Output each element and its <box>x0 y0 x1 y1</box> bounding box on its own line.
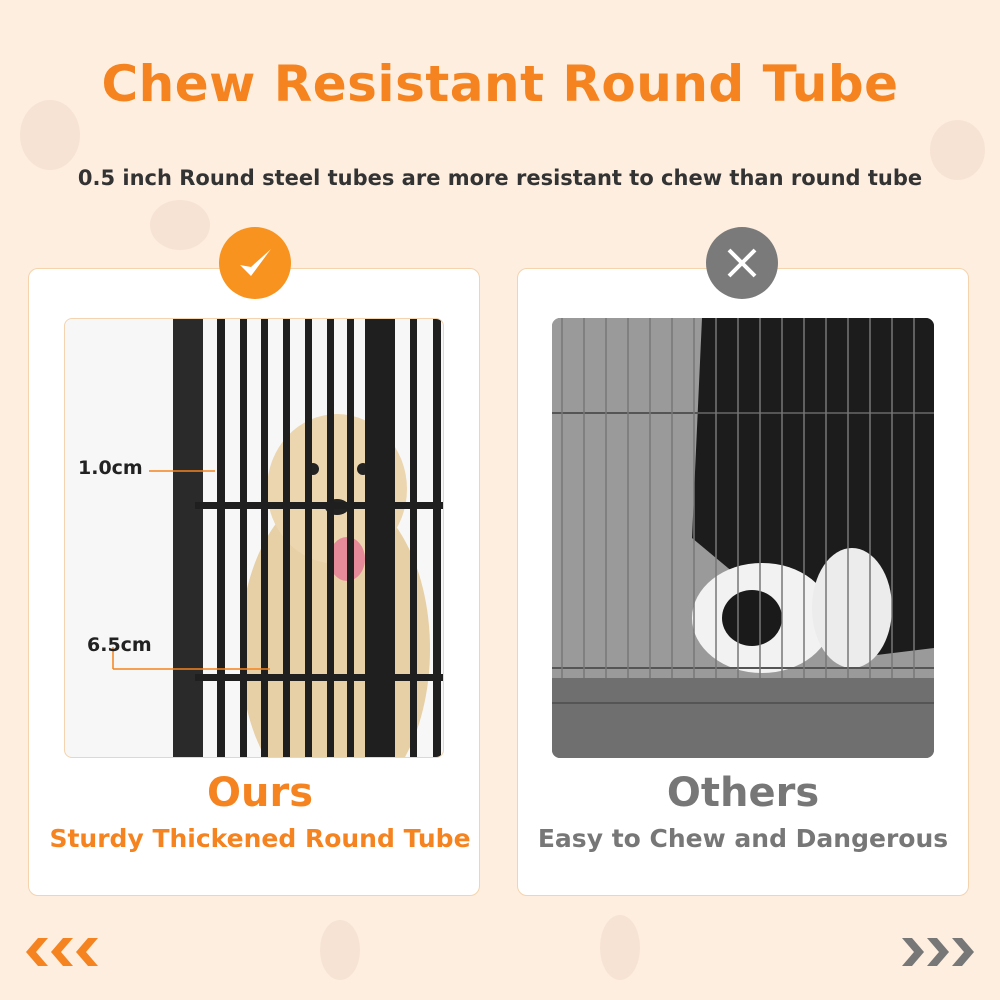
measure-label-bottom: 6.5cm <box>87 634 152 656</box>
others-title: Others <box>666 770 820 816</box>
checkmark-icon <box>219 227 291 299</box>
paw-print-decoration <box>150 200 210 250</box>
page-title: Chew Resistant Round Tube <box>101 55 899 113</box>
paw-print-decoration <box>320 920 360 980</box>
ours-caption: Sturdy Thickened Round Tube <box>49 824 471 853</box>
ours-title: Ours <box>206 770 313 816</box>
measure-label-top: 1.0cm <box>78 457 143 479</box>
triple-chevron-left-icon[interactable] <box>26 938 104 970</box>
paw-print-decoration <box>930 120 985 180</box>
page-subtitle: 0.5 inch Round steel tubes are more resi… <box>77 166 923 190</box>
others-caption: Easy to Chew and Dangerous <box>537 824 949 853</box>
paw-print-decoration <box>600 915 640 980</box>
x-icon <box>706 227 778 299</box>
ours-cage-photo <box>64 318 444 758</box>
others-cage-photo <box>552 318 934 758</box>
triple-chevron-right-icon[interactable] <box>902 938 980 970</box>
paw-print-decoration <box>20 100 80 170</box>
